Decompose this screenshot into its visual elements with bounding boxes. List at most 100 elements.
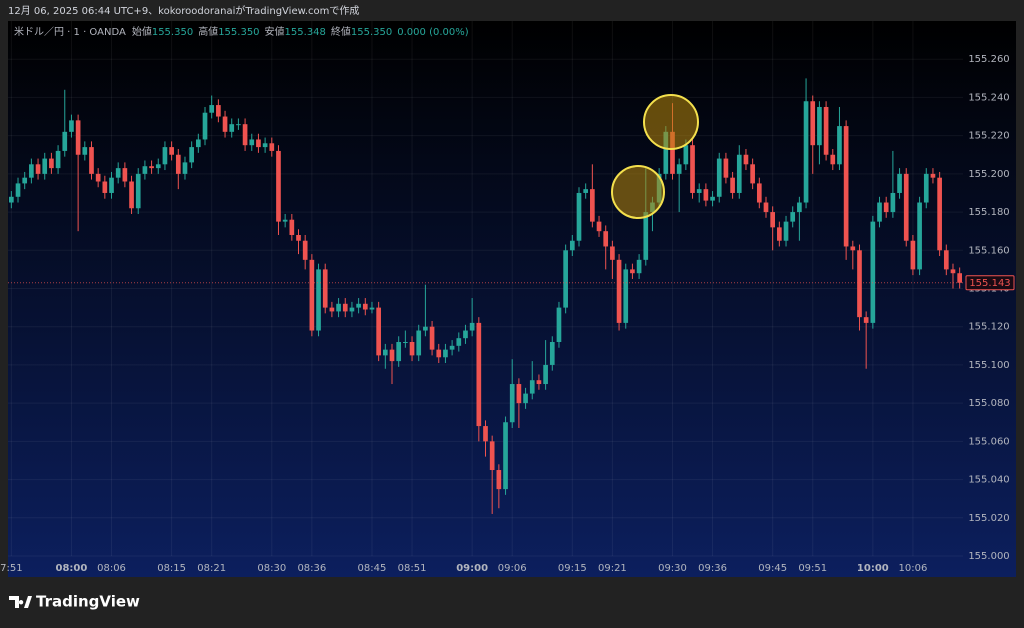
candle-body [9,196,14,203]
candle-body [937,177,942,251]
candle-body [549,342,555,365]
candle-body [910,240,916,270]
candle-body [356,303,361,308]
x-tick-label: 08:45 [358,563,387,574]
candle-body [296,235,301,241]
candle-body [122,168,128,182]
candle-body [736,154,742,193]
highlight-circle [611,165,665,219]
candle-body [763,202,769,213]
candle-body [703,189,709,201]
candle-body [62,131,68,151]
candle-body [322,269,328,308]
x-tick-label: 08:51 [398,563,427,574]
candle-body [903,173,909,241]
y-tick-label: 155.200 [968,169,1009,180]
candle-body [596,221,602,232]
candle-body [523,393,528,404]
legend: 米ドル／円 · 1 · OANDA 始値155.350 高値155.350 安値155… [14,25,469,38]
candle-body [783,221,789,241]
candle-body [202,112,208,140]
x-tick-label: 08:06 [97,563,126,574]
candle-body [676,164,682,174]
y-tick-label: 155.160 [968,245,1009,256]
candle-body [135,173,141,209]
x-tick-label: 09:06 [498,563,527,574]
y-tick-label: 155.240 [968,92,1009,103]
open-label: 始値 [132,25,152,38]
candle-body [89,147,94,174]
candle-body [376,307,381,356]
candle-body [195,139,201,148]
candle-body [509,384,515,423]
candle-body [716,158,722,197]
highlight-circle [643,94,699,150]
candle-body [242,124,248,146]
candle-body [256,139,261,148]
candle-body [863,317,869,323]
close-label: 終値 [331,25,351,38]
candle-body [503,422,508,490]
candle-body [483,426,488,442]
x-tick-label: 09:30 [658,563,687,574]
last-price-label: 155.143 [969,278,1010,289]
candle-body [790,212,796,222]
y-tick-label: 155.020 [968,513,1009,524]
candle-body [129,181,134,209]
candle-body [449,345,455,350]
candle-body [182,162,188,174]
candle-body [209,105,215,113]
candle-body [476,322,482,427]
x-tick-label: 09:15 [558,563,587,574]
open-value: 155.350 [152,27,193,38]
last-price-box [965,275,1015,291]
candle-body [810,101,816,146]
candle-body [142,166,148,174]
y-tick-label: 155.180 [968,207,1009,218]
candle-body [543,364,548,385]
candle-body [690,145,695,193]
candle-body [289,219,295,235]
candle-body [923,173,929,203]
candle-body [29,164,34,178]
candle-body [957,273,962,283]
candle-body [189,147,194,163]
candle-body [536,380,542,385]
candle-body [22,177,28,184]
candle-body [336,303,341,312]
candle-body [416,330,422,356]
candle-body [630,269,635,274]
candle-body [917,202,922,270]
candle-body [149,166,154,169]
y-tick-label: 155.100 [968,360,1009,371]
candle-body [569,240,575,251]
candle-body [95,173,101,182]
candle-body [750,164,755,184]
candle-body [743,154,749,165]
footer-brand: TradingView [36,593,140,611]
candle-body [877,202,882,222]
candle-body [342,303,348,312]
candle-body [850,246,856,251]
candle-body [770,212,776,228]
candle-body [583,189,589,193]
header-text: 12月 06, 2025 06:44 UTC+9、kokoroodoranaiが… [8,4,359,17]
candle-body [429,326,435,350]
candle-body [870,221,876,323]
candle-body [683,145,689,165]
candle-body [670,131,675,174]
candle-body [329,307,335,312]
candle-body [316,269,321,331]
candle-body [556,307,562,342]
candle-body [262,143,268,148]
candle-body [169,147,174,155]
x-tick-label: 09:51 [798,563,827,574]
chart-panel [8,21,1016,577]
candle-body [109,177,114,193]
x-tick-label: 09:36 [698,563,727,574]
candle-body [436,349,442,358]
candle-body [155,164,161,169]
candle-body [102,181,108,193]
candle-body [463,330,468,339]
candle-body [803,101,809,203]
